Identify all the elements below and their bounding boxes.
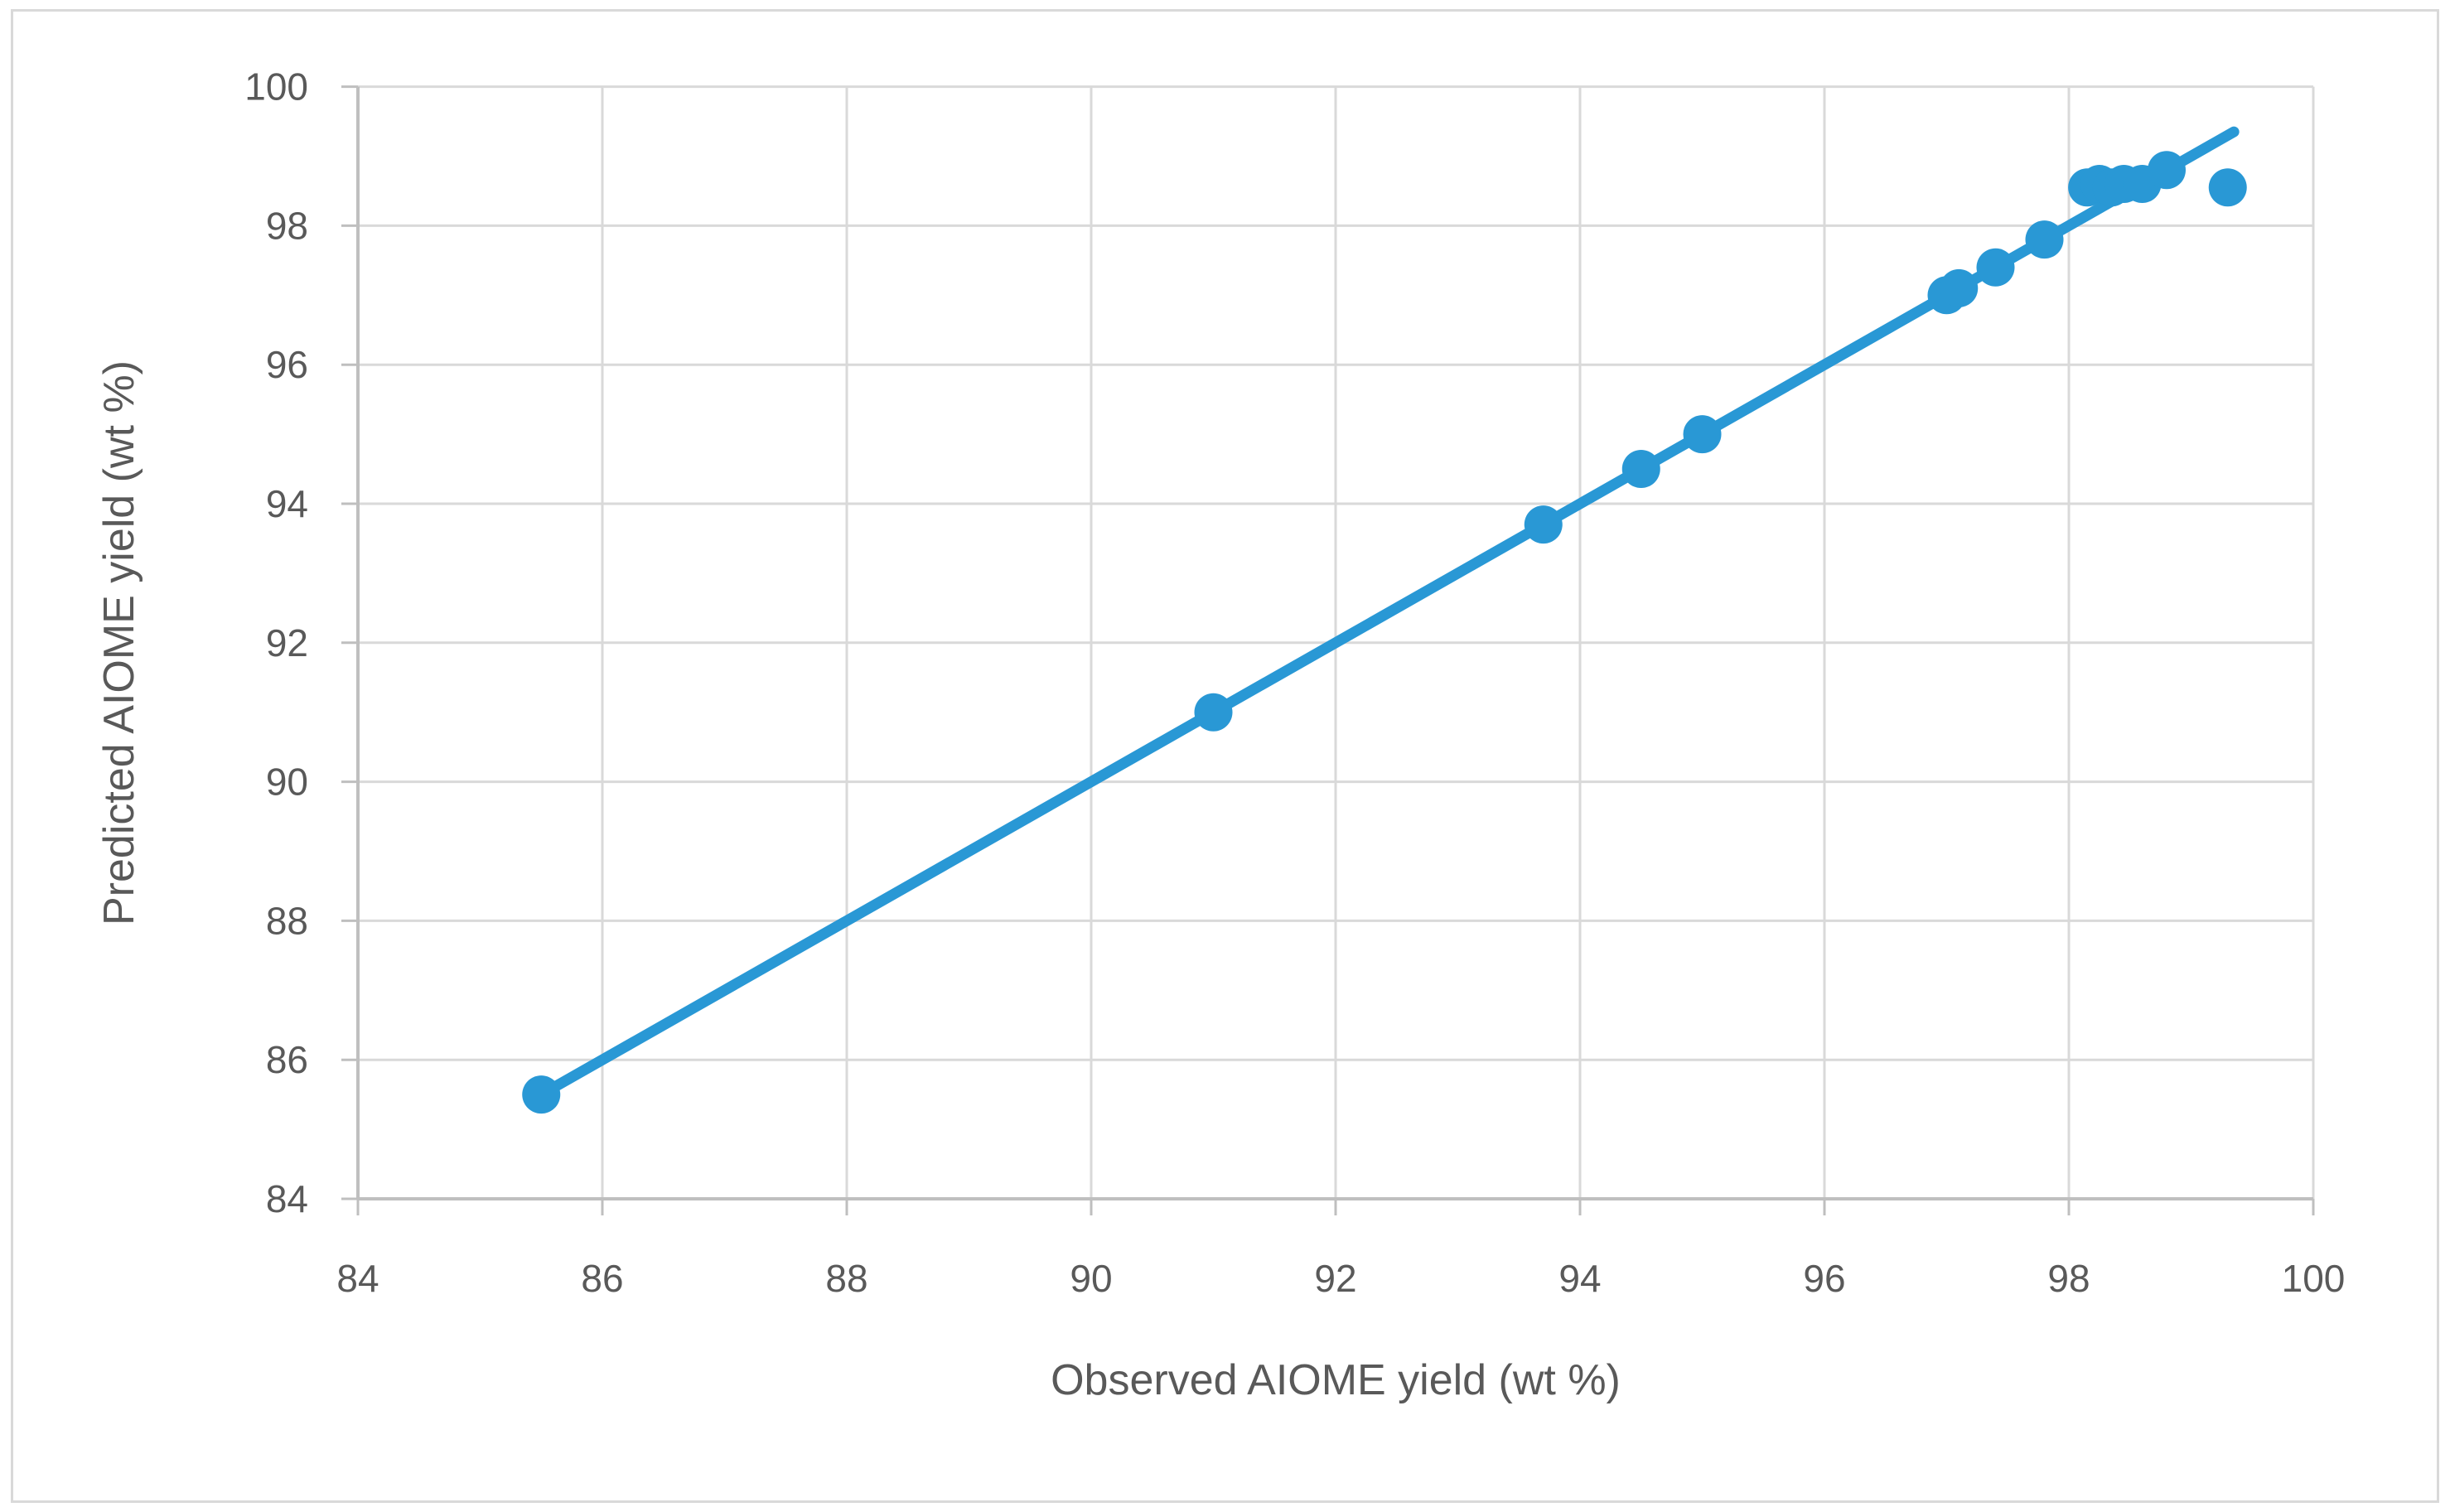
data-point (2208, 168, 2247, 207)
y-tick-label: 96 (266, 343, 308, 386)
data-point (1621, 450, 1660, 489)
x-tick-label: 90 (1070, 1257, 1112, 1300)
data-point (1976, 248, 2015, 287)
y-tick-label: 98 (266, 204, 308, 247)
data-point (1194, 693, 1233, 732)
y-tick-label: 90 (266, 761, 308, 804)
x-tick-label: 100 (2282, 1257, 2346, 1300)
y-tick-label: 88 (266, 899, 308, 942)
data-point (1683, 415, 1722, 454)
x-tick-label: 98 (2047, 1257, 2090, 1300)
x-tick-label: 96 (1803, 1257, 1845, 1300)
x-tick-label: 94 (1558, 1257, 1601, 1300)
y-axis-title: Predicted AIOME yield (wt %) (95, 360, 143, 925)
x-tick-label: 86 (581, 1257, 623, 1300)
x-tick-label: 84 (336, 1257, 379, 1300)
y-tick-label: 84 (266, 1177, 308, 1220)
data-point (2148, 151, 2186, 190)
data-point (1524, 505, 1563, 544)
data-point (2025, 220, 2064, 259)
chart-border (11, 9, 2439, 1503)
y-tick-label: 100 (244, 65, 308, 109)
x-tick-label: 92 (1314, 1257, 1356, 1300)
y-tick-label: 86 (266, 1038, 308, 1081)
y-tick-label: 94 (266, 482, 308, 525)
data-point (522, 1075, 561, 1114)
y-tick-label: 92 (266, 621, 308, 664)
data-point (1940, 268, 1979, 307)
x-tick-label: 88 (825, 1257, 867, 1300)
x-axis-title: Observed AIOME yield (wt %) (1051, 1356, 1621, 1404)
